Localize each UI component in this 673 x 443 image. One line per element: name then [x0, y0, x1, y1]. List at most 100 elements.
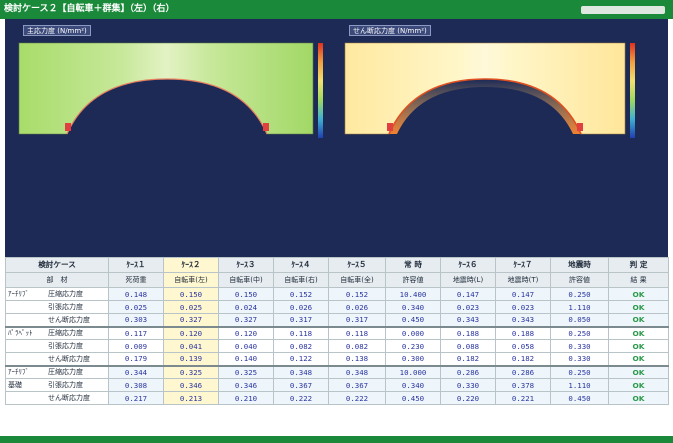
value-cell: 0.088 — [440, 339, 496, 353]
table-row: 基礎 引張応力度 0.308 0.346 0.346 0.367 0.367 0.340 0.3… — [5, 378, 669, 392]
stress-item: 圧縮応力度 — [48, 368, 83, 377]
value-cell: 0.317 — [328, 313, 386, 327]
value-cell: 0.188 — [495, 325, 551, 340]
value-cell: 0.152 — [328, 287, 386, 301]
value-cell: 0.148 — [108, 287, 164, 301]
stress-contour-viewport[interactable]: 主応力度 (N/mm²) せん断応力度 (N/mm²) — [5, 19, 668, 257]
legend-bar-right — [630, 43, 635, 138]
result-ok-badge: OK — [608, 391, 669, 405]
value-cell: 0.450 — [385, 391, 441, 405]
value-cell: 0.222 — [328, 391, 386, 405]
table-row: 引張応力度 0.009 0.041 0.040 0.082 0.082 0.230 0.088… — [5, 339, 669, 353]
stress-item: 引張応力度 — [48, 342, 83, 350]
value-cell: 1.110 — [550, 300, 609, 314]
row-label: せん断応力度 — [5, 313, 109, 327]
header-case: 検討ケース — [5, 257, 109, 273]
value-cell: 0.118 — [273, 325, 329, 340]
value-cell: 0.450 — [550, 391, 609, 405]
value-cell: 0.327 — [218, 313, 274, 327]
value-cell: 0.152 — [273, 287, 329, 301]
value-cell: 0.378 — [495, 378, 551, 392]
value-cell: 10.400 — [385, 287, 441, 301]
value-cell: 0.025 — [163, 300, 219, 314]
value-cell: 0.286 — [440, 364, 496, 379]
value-cell: 0.348 — [328, 364, 386, 379]
value-cell: 0.250 — [550, 364, 609, 379]
header-sub-quake: 許容値 — [550, 272, 609, 288]
value-cell: 0.330 — [440, 378, 496, 392]
header-case-3: ｹｰｽ３ — [218, 257, 274, 273]
window-titlebar: 検討ケース２【自転車＋群集】（左）（右） — [0, 0, 673, 19]
stress-results-table: 検討ケース ｹｰｽ１ ｹｰｽ２ ｹｰｽ３ ｹｰｽ４ ｹｰｽ５ 常 時 ｹｰｽ６ … — [5, 257, 669, 405]
stress-item: せん断応力度 — [48, 354, 90, 363]
value-cell: 0.300 — [385, 352, 441, 366]
stress-item: 引張応力度 — [48, 303, 83, 311]
panel-title-shear: せん断応力度 (N/mm²) — [349, 25, 431, 36]
results-table-container: 検討ケース ｹｰｽ１ ｹｰｽ２ ｹｰｽ３ ｹｰｽ４ ｹｰｽ５ 常 時 ｹｰｽ６ … — [5, 257, 669, 436]
value-cell: 0.117 — [108, 325, 164, 340]
value-cell: 0.120 — [163, 325, 219, 340]
contour-plots — [18, 42, 635, 138]
value-cell: 0.450 — [385, 313, 441, 327]
value-cell: 0.188 — [440, 325, 496, 340]
row-label: せん断応力度 — [5, 352, 109, 366]
row-label: ｱｰﾁﾘﾌﾞ 圧縮応力度 — [5, 364, 109, 379]
value-cell: 0.330 — [550, 339, 609, 353]
value-cell: 0.026 — [273, 300, 329, 314]
table-row: せん断応力度 0.179 0.139 0.140 0.122 0.138 0.300 0.18… — [5, 352, 669, 366]
value-cell: 0.150 — [163, 287, 219, 301]
value-cell: 0.250 — [550, 287, 609, 301]
result-ok-badge: OK — [608, 300, 669, 314]
result-ok-badge: OK — [608, 378, 669, 392]
support-right-b — [577, 123, 583, 131]
table-row: せん断応力度 0.303 0.327 0.327 0.317 0.317 0.450 0.34… — [5, 313, 669, 327]
value-cell: 0.182 — [440, 352, 496, 366]
value-cell: 10.000 — [385, 364, 441, 379]
window-title: 検討ケース２【自転車＋群集】（左）（右） — [4, 4, 175, 14]
header-sub-6: 地震時(L) — [440, 272, 496, 288]
value-cell: 0.082 — [328, 339, 386, 353]
value-cell: 0.346 — [163, 378, 219, 392]
result-ok-badge: OK — [608, 352, 669, 366]
value-cell: 0.325 — [163, 364, 219, 379]
header-judge: 判 定 — [608, 257, 669, 273]
stress-item: 引張応力度 — [48, 381, 83, 389]
value-cell: 0.041 — [163, 339, 219, 353]
value-cell: 0.040 — [218, 339, 274, 353]
header-sub-5: 自転車(全) — [328, 272, 386, 288]
value-cell: 0.122 — [273, 352, 329, 366]
support-left-b — [263, 123, 269, 131]
value-cell: 0.221 — [495, 391, 551, 405]
value-cell: 0.058 — [495, 339, 551, 353]
value-cell: 0.210 — [218, 391, 274, 405]
value-cell: 0.340 — [385, 378, 441, 392]
value-cell: 0.344 — [108, 364, 164, 379]
value-cell: 0.286 — [495, 364, 551, 379]
value-cell: 0.147 — [495, 287, 551, 301]
value-cell: 1.110 — [550, 378, 609, 392]
value-cell: 0.179 — [108, 352, 164, 366]
table-row: ｱｰﾁﾘﾌﾞ 圧縮応力度 0.148 0.150 0.150 0.152 0.152 10.4… — [5, 287, 669, 301]
value-cell: 0.343 — [495, 313, 551, 327]
row-label: せん断応力度 — [5, 391, 109, 405]
table-row: ｱｰﾁﾘﾌﾞ 圧縮応力度 0.344 0.325 0.325 0.348 0.348 10.0… — [5, 364, 669, 379]
member-name: ｱｰﾁﾘﾌﾞ — [8, 368, 29, 377]
result-ok-badge: OK — [608, 325, 669, 340]
result-ok-badge: OK — [608, 364, 669, 379]
value-cell: 0.147 — [440, 287, 496, 301]
arch-body-right — [344, 42, 626, 135]
arch-body-left — [18, 42, 314, 135]
support-left-a — [65, 123, 71, 131]
value-cell: 0.182 — [495, 352, 551, 366]
table-row: せん断応力度 0.217 0.213 0.210 0.222 0.222 0.450 0.22… — [5, 391, 669, 405]
value-cell: 0.325 — [218, 364, 274, 379]
value-cell: 0.222 — [273, 391, 329, 405]
value-cell: 0.009 — [108, 339, 164, 353]
value-cell: 0.150 — [218, 287, 274, 301]
header-sub-2: 自転車(左) — [163, 272, 219, 288]
row-label: 引張応力度 — [5, 339, 109, 353]
header-case-6: ｹｰｽ６ — [440, 257, 496, 273]
header-sub-4: 自転車(右) — [273, 272, 329, 288]
value-cell: 0.367 — [328, 378, 386, 392]
member-name: ﾊﾟﾗﾍﾟｯﾄ — [8, 329, 33, 338]
